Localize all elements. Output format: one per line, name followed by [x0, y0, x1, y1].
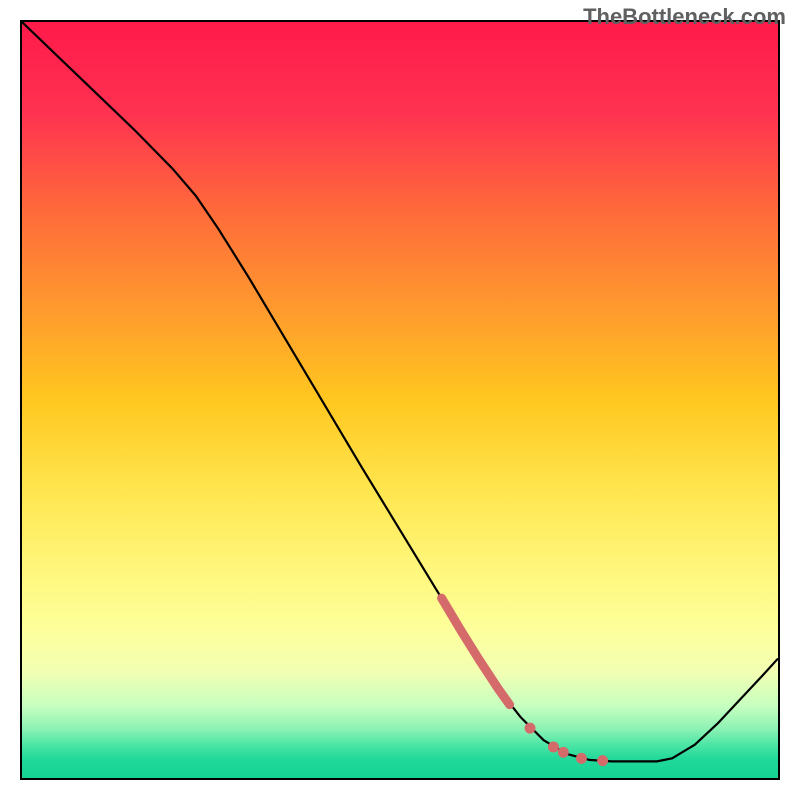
highlight-dot — [548, 742, 559, 753]
gradient-background — [22, 22, 778, 778]
highlight-dot — [525, 723, 536, 734]
highlight-dot — [576, 753, 587, 764]
bottleneck-chart: TheBottleneck.com — [0, 0, 800, 800]
plot-svg — [22, 22, 778, 778]
watermark-text: TheBottleneck.com — [583, 4, 786, 30]
highlight-dot — [597, 755, 608, 766]
highlight-dot — [558, 747, 569, 758]
plot-area — [20, 20, 780, 780]
